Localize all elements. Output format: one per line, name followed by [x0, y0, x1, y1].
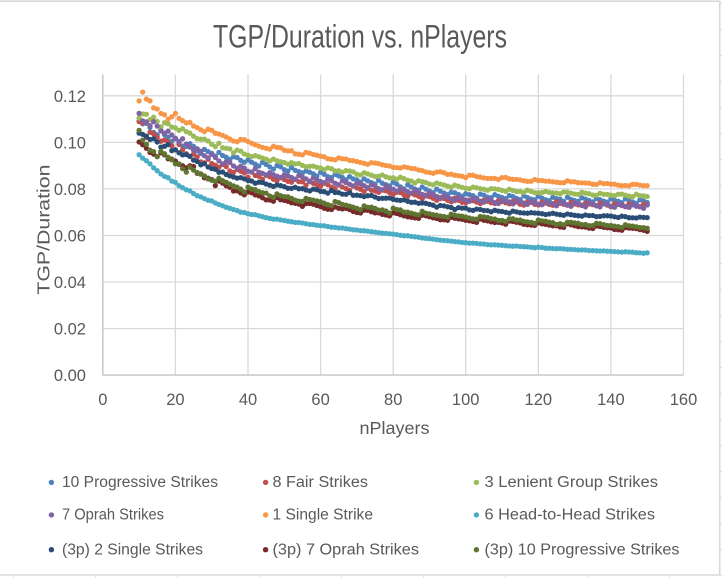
svg-text:40: 40 [239, 391, 257, 409]
svg-text:7 Oprah Strikes: 7 Oprah Strikes [62, 507, 164, 524]
svg-text:0.04: 0.04 [54, 274, 86, 292]
svg-text:(3p) 10 Progressive Strikes: (3p) 10 Progressive Strikes [485, 542, 680, 559]
svg-text:100: 100 [452, 391, 480, 409]
svg-text:nPlayers: nPlayers [360, 418, 430, 438]
svg-text:0.06: 0.06 [54, 228, 86, 246]
svg-text:160: 160 [670, 391, 698, 409]
svg-text:1 Single Strike: 1 Single Strike [273, 507, 374, 524]
svg-text:(3p) 7 Oprah Strikes: (3p) 7 Oprah Strikes [273, 542, 420, 559]
svg-text:6 Head-to-Head Strikes: 6 Head-to-Head Strikes [485, 507, 656, 524]
svg-text:0.00: 0.00 [54, 367, 86, 385]
svg-text:0.10: 0.10 [54, 134, 86, 152]
svg-text:80: 80 [384, 391, 402, 409]
svg-text:120: 120 [525, 391, 553, 409]
svg-text:140: 140 [597, 391, 625, 409]
svg-text:(3p) 2 Single Strikes: (3p) 2 Single Strikes [62, 542, 203, 559]
svg-text:10 Progressive Strikes: 10 Progressive Strikes [62, 474, 218, 491]
svg-text:0.02: 0.02 [54, 321, 86, 339]
svg-text:0.12: 0.12 [54, 88, 86, 106]
svg-text:60: 60 [311, 391, 329, 409]
svg-text:3 Lenient Group Strikes: 3 Lenient Group Strikes [485, 474, 659, 491]
svg-text:TGP/Duration vs. nPlayers: TGP/Duration vs. nPlayers [213, 19, 507, 55]
svg-text:8 Fair Strikes: 8 Fair Strikes [273, 474, 369, 491]
svg-text:0: 0 [98, 391, 107, 409]
svg-text:20: 20 [166, 391, 184, 409]
svg-text:TGP/Duration: TGP/Duration [33, 165, 53, 295]
svg-text:0.08: 0.08 [54, 181, 86, 199]
